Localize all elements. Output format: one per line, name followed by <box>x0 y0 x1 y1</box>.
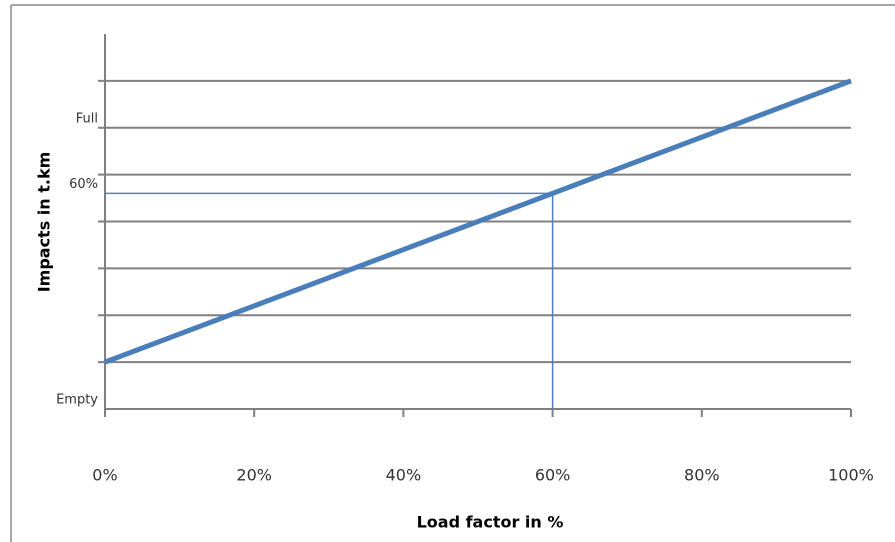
x-tick-label: 20% <box>236 466 272 485</box>
y-tick-label: Empty <box>56 393 98 408</box>
data-line <box>104 78 852 365</box>
x-tick-label: 0% <box>92 466 117 485</box>
x-tick-label: 80% <box>684 466 720 485</box>
y-tick-label: 60% <box>69 177 98 192</box>
x-axis-title: Load factor in % <box>417 513 564 532</box>
x-tick-label: 40% <box>386 466 422 485</box>
y-tick-label: Full <box>76 111 98 126</box>
x-tick-label: 60% <box>535 466 571 485</box>
y-axis-title: Impacts in t.km <box>35 152 54 293</box>
x-tick-label: 100% <box>828 466 874 485</box>
